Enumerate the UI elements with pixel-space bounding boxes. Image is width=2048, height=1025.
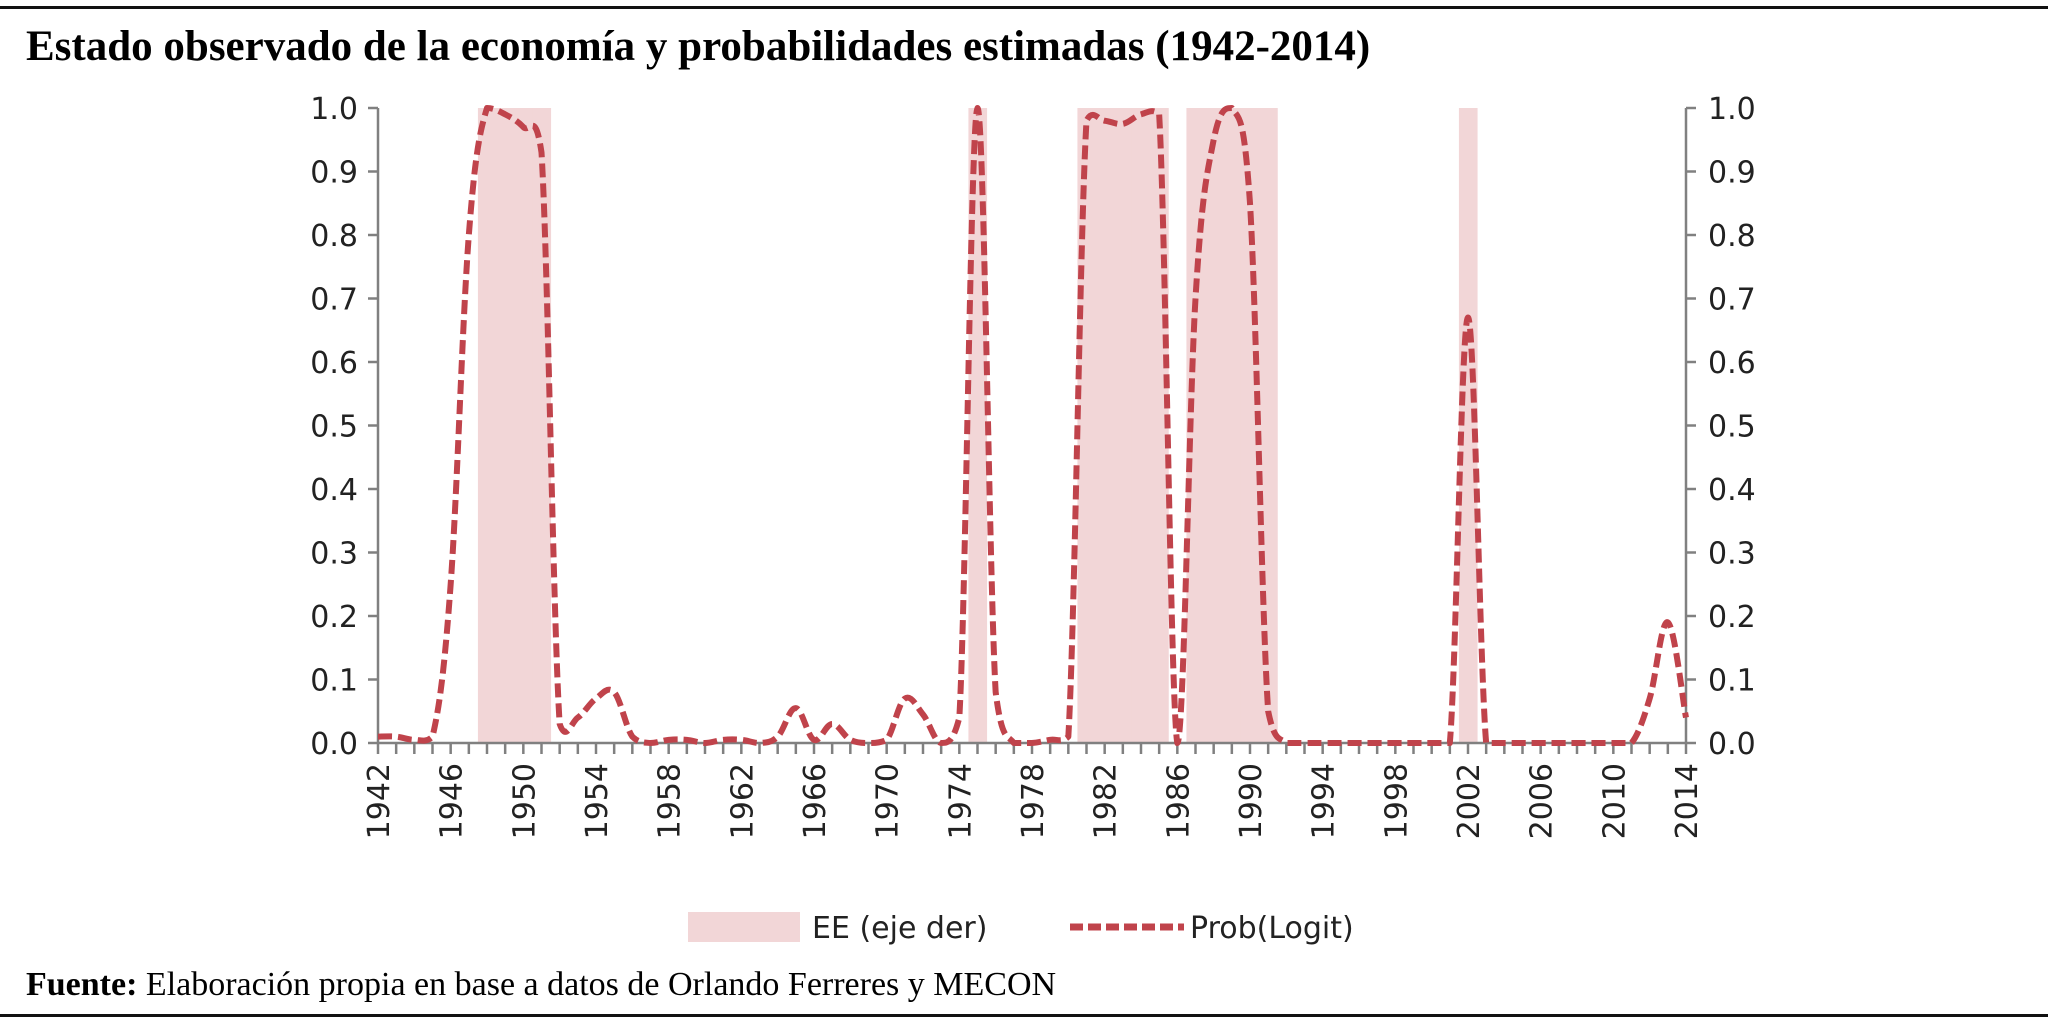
y-tick-label-right: 0.6 <box>1708 346 1756 381</box>
source-label: Fuente: <box>26 966 138 1003</box>
x-tick-label: 1950 <box>507 763 542 839</box>
bottom-rule <box>0 1014 2048 1017</box>
prob-logit-line <box>377 105 1689 746</box>
y-tick-label-left: 0.4 <box>310 473 358 508</box>
ee-bar-1949 <box>496 108 515 743</box>
legend-swatch-ee <box>688 912 800 942</box>
x-tick-label: 1962 <box>725 763 760 839</box>
y-tick-label-left: 0.8 <box>310 219 358 254</box>
legend: EE (eje der) Prob(Logit) <box>688 911 1354 946</box>
x-tick-label: 1990 <box>1234 763 1269 839</box>
y-tick-label-right: 0.7 <box>1708 283 1756 318</box>
source-note: Fuente: Elaboración propia en base a dat… <box>26 966 1056 1004</box>
x-tick-label: 2014 <box>1670 763 1705 839</box>
ee-bar-1984 <box>1131 108 1151 743</box>
ee-bar-1948 <box>477 108 497 743</box>
x-tick-label: 1946 <box>435 763 470 839</box>
ee-bar-1990 <box>1240 108 1260 743</box>
y-tick-label-left: 0.0 <box>310 727 358 762</box>
y-tick-label-right: 0.2 <box>1708 600 1756 635</box>
y-tick-label-left: 0.7 <box>310 283 358 318</box>
y-tick-label-right: 0.5 <box>1708 410 1756 445</box>
x-tick-label: 1958 <box>653 763 688 839</box>
y-tick-label-right: 0.3 <box>1708 537 1756 572</box>
x-tick-label: 1986 <box>1161 763 1196 839</box>
y-tick-label-right: 1.0 <box>1708 92 1756 127</box>
ee-bar-1982 <box>1095 108 1115 743</box>
x-tick-label: 2010 <box>1597 763 1632 839</box>
y-tick-label-left: 0.9 <box>310 156 358 191</box>
x-tick-label: 1970 <box>871 763 906 839</box>
y-tick-label-right: 0.4 <box>1708 473 1756 508</box>
x-tick-label: 1966 <box>798 763 833 839</box>
x-tick-label: 1994 <box>1307 763 1342 839</box>
x-tick-label: 2006 <box>1525 763 1560 839</box>
ee-bar-2002 <box>1458 108 1478 743</box>
y-tick-label-left: 0.2 <box>310 600 358 635</box>
top-rule <box>0 6 2048 9</box>
x-tick-label: 1954 <box>580 763 615 839</box>
x-tick-label: 1978 <box>1016 763 1051 839</box>
y-tick-label-right: 0.1 <box>1708 664 1756 699</box>
y-tick-label-left: 1.0 <box>310 92 358 127</box>
x-tick-label: 1982 <box>1089 763 1124 839</box>
y-tick-label-left: 0.1 <box>310 664 358 699</box>
ee-bar-1991 <box>1259 108 1278 743</box>
y-tick-label-left: 0.6 <box>310 346 358 381</box>
x-tick-label: 1998 <box>1379 763 1414 839</box>
ee-bar-1950 <box>514 108 533 743</box>
x-tick-label: 1942 <box>362 763 397 839</box>
legend-label-ee: EE (eje der) <box>812 911 987 946</box>
x-tick-label: 1974 <box>943 763 978 839</box>
ee-bar-1988 <box>1204 108 1224 743</box>
y-tick-label-right: 0.0 <box>1708 727 1756 762</box>
ee-bar-1983 <box>1113 108 1133 743</box>
chart-title: Estado observado de la economía y probab… <box>26 23 1371 70</box>
y-tick-label-left: 0.3 <box>310 537 358 572</box>
source-text: Elaboración propia en base a datos de Or… <box>137 966 1057 1003</box>
y-tick-label-right: 0.9 <box>1708 156 1756 191</box>
y-tick-label-right: 0.8 <box>1708 219 1756 254</box>
x-tick-label: 2002 <box>1452 763 1487 839</box>
legend-label-prob: Prob(Logit) <box>1190 911 1354 946</box>
ee-bar-1989 <box>1222 108 1242 743</box>
y-tick-label-left: 0.5 <box>310 410 358 445</box>
